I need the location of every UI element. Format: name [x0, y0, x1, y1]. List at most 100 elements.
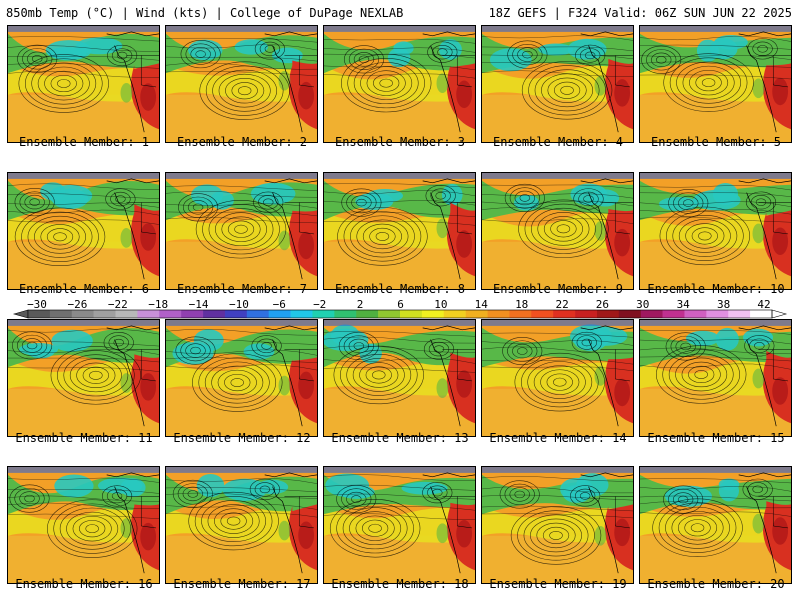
colorbar-swatch [181, 310, 204, 318]
ensemble-panel [639, 25, 792, 143]
ensemble-member-label: Ensemble Member: 11 [15, 431, 153, 445]
ensemble-member-label: Ensemble Member: 16 [15, 577, 153, 591]
ensemble-member-label: Ensemble Member: 19 [489, 577, 627, 591]
colorbar-swatch [28, 310, 51, 318]
colorbar [12, 298, 788, 322]
temperature-map [166, 467, 317, 583]
colorbar-tick-label: 14 [474, 298, 488, 311]
ensemble-panel [481, 319, 634, 437]
ensemble-panel [639, 319, 792, 437]
ensemble-panel [165, 172, 318, 290]
ensemble-member-label: Ensemble Member: 12 [173, 431, 311, 445]
colorbar-swatch [246, 310, 269, 318]
ensemble-member-label: Ensemble Member: 18 [331, 577, 469, 591]
colorbar-tick-label: 2 [356, 298, 364, 311]
ensemble-panel [639, 466, 792, 584]
ensemble-panel [7, 25, 160, 143]
temperature-map [166, 173, 317, 289]
ensemble-member-label: Ensemble Member: 10 [647, 282, 785, 296]
colorbar-tick-label: 34 [676, 298, 690, 311]
temperature-map [8, 173, 159, 289]
colorbar-swatch [662, 310, 685, 318]
colorbar-swatch [487, 310, 510, 318]
colorbar-swatch [334, 310, 357, 318]
colorbar-swatch [575, 310, 598, 318]
temperature-map [166, 26, 317, 142]
colorbar-swatch [203, 310, 226, 318]
header: 850mb Temp (°C) | Wind (kts) | College o… [0, 0, 800, 24]
temperature-map [482, 320, 633, 436]
header-title-right: 18Z GEFS | F324 Valid: 06Z SUN JUN 22 20… [488, 6, 792, 20]
temperature-map [482, 467, 633, 583]
temperature-map [324, 320, 475, 436]
colorbar-svg [12, 309, 788, 319]
colorbar-tick-label: −14 [188, 298, 209, 311]
temperature-map [640, 467, 791, 583]
ensemble-member-label: Ensemble Member: 9 [492, 282, 624, 296]
colorbar-tick-label: −18 [148, 298, 169, 311]
ensemble-member-label: Ensemble Member: 7 [176, 282, 308, 296]
temperature-map [640, 320, 791, 436]
header-title-left: 850mb Temp (°C) | Wind (kts) | College o… [6, 6, 404, 20]
colorbar-tick-label: −10 [228, 298, 249, 311]
colorbar-arrow-right [771, 309, 788, 319]
ensemble-panel [323, 319, 476, 437]
ensemble-member-label: Ensemble Member: 1 [18, 135, 150, 149]
colorbar-swatch [49, 310, 73, 318]
colorbar-swatch [421, 310, 445, 318]
colorbar-swatch [400, 310, 423, 318]
temperature-map [640, 26, 791, 142]
colorbar-tick-label: −30 [27, 298, 47, 311]
colorbar-swatch [640, 310, 663, 318]
ensemble-panel [323, 172, 476, 290]
ensemble-member-label: Ensemble Member: 4 [492, 135, 624, 149]
colorbar-tick-label: 42 [757, 298, 771, 311]
ensemble-member-label: Ensemble Member: 3 [334, 135, 466, 149]
colorbar-swatch [93, 310, 116, 318]
colorbar-swatch [509, 310, 532, 318]
ensemble-panel [481, 172, 634, 290]
colorbar-swatch [356, 310, 379, 318]
colorbar-swatch [728, 310, 751, 318]
colorbar-tick-label: 26 [595, 298, 610, 311]
ensemble-panel [639, 172, 792, 290]
colorbar-swatch [115, 310, 138, 318]
ensemble-member-label: Ensemble Member: 15 [647, 431, 785, 445]
ensemble-member-label: Ensemble Member: 13 [331, 431, 469, 445]
temperature-map [324, 173, 475, 289]
temperature-map [482, 173, 633, 289]
colorbar-swatch [750, 310, 773, 318]
temperature-map [482, 26, 633, 142]
colorbar-swatch [531, 310, 554, 318]
ensemble-member-label: Ensemble Member: 17 [173, 577, 311, 591]
colorbar-swatch [312, 310, 335, 318]
colorbar-swatch [378, 310, 401, 318]
colorbar-tick-label: −2 [313, 298, 327, 311]
ensemble-panel [165, 466, 318, 584]
colorbar-tick-label: −26 [67, 298, 88, 311]
ensemble-member-label: Ensemble Member: 14 [489, 431, 627, 445]
colorbar-swatch [618, 310, 641, 318]
temperature-map [640, 173, 791, 289]
colorbar-tick-label: 30 [636, 298, 650, 311]
ensemble-panel [7, 466, 160, 584]
colorbar-swatch [224, 310, 248, 318]
colorbar-tick-label: 22 [555, 298, 569, 311]
colorbar-tick-label: 6 [397, 298, 404, 311]
colorbar-swatch [290, 310, 313, 318]
colorbar-swatch [71, 310, 94, 318]
colorbar-swatch [553, 310, 576, 318]
colorbar-arrow-left [12, 309, 29, 319]
colorbar-swatch [443, 310, 466, 318]
colorbar-swatch [137, 310, 160, 318]
temperature-map [324, 26, 475, 142]
ensemble-member-label: Ensemble Member: 2 [176, 135, 308, 149]
colorbar-tick-label: 10 [434, 298, 448, 311]
colorbar-swatch [268, 310, 291, 318]
temperature-map [8, 320, 159, 436]
colorbar-swatch [159, 310, 182, 318]
ensemble-member-label: Ensemble Member: 8 [334, 282, 466, 296]
ensemble-panel [481, 466, 634, 584]
ensemble-panel [7, 319, 160, 437]
colorbar-swatch [706, 310, 729, 318]
